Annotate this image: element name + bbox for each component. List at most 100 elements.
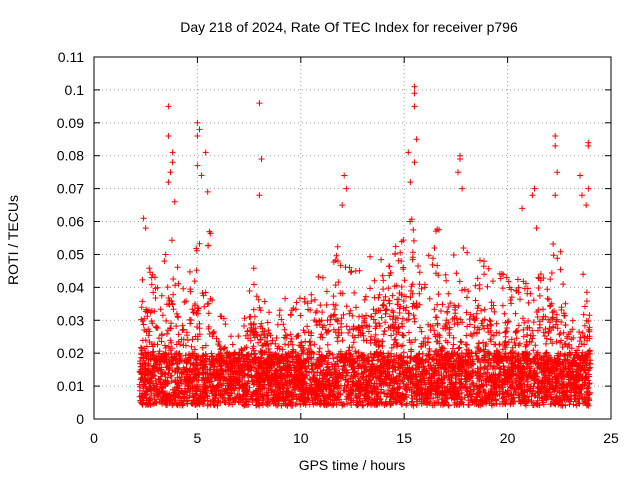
data-point bbox=[463, 309, 470, 316]
data-point bbox=[205, 310, 212, 317]
data-point bbox=[340, 369, 347, 376]
data-point bbox=[579, 330, 586, 336]
data-point bbox=[481, 394, 488, 401]
data-point bbox=[330, 293, 337, 300]
data-point bbox=[149, 343, 156, 350]
data-point bbox=[366, 377, 373, 384]
data-point bbox=[465, 353, 472, 360]
data-point bbox=[163, 364, 170, 371]
data-point bbox=[162, 251, 169, 258]
data-point bbox=[279, 379, 286, 386]
data-point bbox=[435, 377, 442, 384]
data-point bbox=[267, 332, 274, 339]
data-point bbox=[361, 392, 368, 399]
data-point bbox=[214, 397, 221, 404]
data-point bbox=[363, 337, 370, 344]
data-point bbox=[582, 355, 589, 361]
data-point bbox=[382, 310, 389, 317]
data-point bbox=[446, 324, 453, 331]
data-point bbox=[540, 365, 547, 372]
data-point bbox=[408, 372, 415, 379]
data-point bbox=[348, 268, 355, 275]
data-point bbox=[216, 351, 223, 358]
data-point bbox=[383, 393, 390, 400]
data-point bbox=[158, 399, 164, 406]
data-point bbox=[397, 303, 404, 310]
data-point bbox=[521, 397, 528, 404]
data-point bbox=[582, 303, 588, 310]
data-point bbox=[196, 331, 203, 338]
data-point bbox=[355, 349, 362, 356]
data-point bbox=[505, 278, 512, 285]
data-point bbox=[154, 392, 161, 399]
data-point bbox=[386, 297, 393, 304]
data-point bbox=[277, 373, 284, 380]
data-point bbox=[349, 332, 356, 339]
data-point bbox=[259, 328, 266, 335]
data-point bbox=[586, 365, 593, 372]
data-point bbox=[202, 342, 209, 349]
data-point bbox=[210, 398, 217, 405]
data-point bbox=[237, 394, 244, 401]
data-point bbox=[415, 363, 422, 370]
data-point bbox=[546, 367, 553, 374]
data-point bbox=[330, 259, 337, 265]
data-point bbox=[308, 330, 315, 336]
data-point bbox=[377, 368, 383, 375]
data-point bbox=[339, 372, 346, 379]
data-point bbox=[408, 348, 415, 355]
data-point bbox=[500, 271, 507, 278]
data-point bbox=[138, 344, 144, 351]
data-point bbox=[293, 353, 300, 360]
data-point bbox=[217, 346, 224, 353]
data-point bbox=[487, 321, 494, 328]
data-point bbox=[443, 361, 450, 368]
data-point bbox=[283, 354, 290, 360]
data-point bbox=[565, 366, 572, 373]
data-point bbox=[274, 361, 281, 368]
data-point bbox=[337, 348, 344, 355]
x-tick-label: 15 bbox=[396, 430, 412, 446]
data-point bbox=[207, 401, 214, 408]
data-point bbox=[363, 381, 369, 388]
data-point bbox=[542, 326, 549, 332]
data-point bbox=[534, 385, 541, 392]
data-point bbox=[399, 376, 405, 383]
data-point bbox=[394, 315, 401, 322]
data-point bbox=[149, 320, 156, 327]
data-point bbox=[563, 387, 570, 394]
data-point bbox=[478, 320, 485, 327]
data-point bbox=[535, 384, 542, 391]
data-point bbox=[287, 352, 294, 359]
data-point bbox=[177, 341, 184, 348]
data-point bbox=[243, 398, 250, 405]
data-point bbox=[417, 324, 423, 331]
data-point bbox=[392, 319, 399, 326]
data-point bbox=[353, 370, 360, 377]
data-point bbox=[170, 306, 177, 313]
data-point bbox=[244, 351, 251, 358]
data-point bbox=[326, 350, 333, 357]
data-point bbox=[414, 304, 421, 311]
data-point bbox=[336, 385, 343, 392]
data-point bbox=[480, 263, 487, 270]
data-point bbox=[463, 373, 469, 380]
data-point bbox=[497, 353, 504, 360]
data-point bbox=[435, 369, 442, 375]
data-point bbox=[340, 311, 347, 318]
data-point bbox=[419, 356, 426, 363]
data-point bbox=[334, 258, 341, 265]
data-point bbox=[443, 277, 450, 284]
data-point bbox=[181, 393, 188, 400]
data-point bbox=[228, 365, 235, 372]
data-point bbox=[386, 272, 393, 279]
data-point bbox=[487, 363, 493, 369]
data-point bbox=[453, 315, 460, 322]
data-point bbox=[273, 367, 280, 374]
data-point bbox=[330, 355, 337, 362]
data-point bbox=[530, 332, 537, 339]
data-point bbox=[356, 323, 362, 330]
data-point bbox=[321, 401, 328, 408]
data-point bbox=[140, 321, 147, 328]
data-point bbox=[316, 317, 323, 324]
